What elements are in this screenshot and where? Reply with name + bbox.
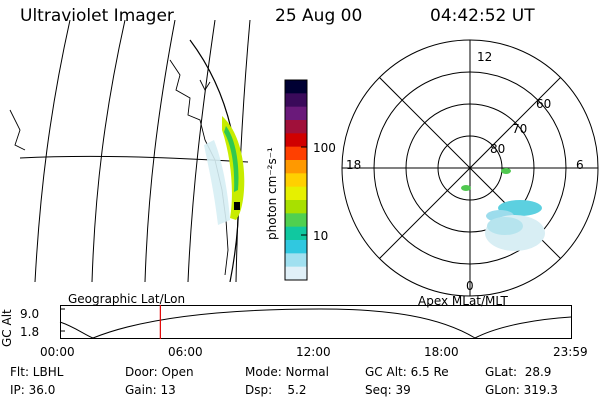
colorbar-swatch [285,240,307,254]
alt-xtick-1200: 12:00 [296,345,331,359]
mlt-label-12: 12 [477,50,492,64]
mlt-label-0: 0 [466,279,474,293]
colorbar-swatch [285,93,307,108]
altitude-plot [59,305,572,339]
info-seq: Seq: 39 [365,383,411,397]
lat-label-70: 70 [512,122,527,136]
colorbar-swatch [285,266,307,281]
geo-plot-title: Geographic Lat/Lon [68,292,185,306]
colorbar-unit-label: photon cm⁻²s⁻¹ [265,147,279,240]
date-label: 25 Aug 00 [275,6,363,26]
colorbar-swatch [285,213,307,228]
polar-plot-title: Apex MLat/MLT [418,294,508,308]
polar-aurora [461,168,545,251]
colorbar-tick-10: 10 [313,229,329,243]
instrument-title: Ultraviolet Imager [20,6,174,26]
polar-plot: 12 18 6 0 60 70 80 [341,39,599,297]
colorbar-swatch [285,133,307,148]
info-glat: GLat: 28.9 [485,365,552,379]
colorbar [284,79,308,281]
info-gcalt: GC Alt: 6.5 Re [365,365,449,379]
info-door: Door: Open [125,365,194,379]
colorbar-tick-100: 100 [313,141,336,155]
alt-ytick-9: 9.0 [20,307,40,321]
alt-xtick-1800: 18:00 [424,345,459,359]
colorbar-swatch [285,200,307,214]
colorbar-swatch [285,253,307,268]
geo-aurora [204,116,245,225]
info-flt: Flt: LBHL [10,365,64,379]
mlt-label-6: 6 [576,158,584,172]
mlt-label-18: 18 [346,158,361,172]
info-mode: Mode: Normal [245,365,329,379]
colorbar-swatch [285,146,307,161]
colorbar-swatch [285,173,307,188]
colorbar-swatch [285,120,307,134]
colorbar-swatch [285,226,307,241]
lat-label-60: 60 [536,97,551,111]
alt-xtick-0600: 06:00 [168,345,203,359]
colorbar-swatch [285,186,307,201]
info-dsp: Dsp: 5.2 [245,383,307,397]
info-ip: IP: 36.0 [10,383,56,397]
geographic-map: Geographic Lat/Lon [9,20,251,306]
alt-xtick-0000: 00:00 [40,345,75,359]
alt-xtick-2359: 23:59 [553,345,588,359]
info-glon: GLon: 319.3 [485,383,558,397]
alt-ylabel: GC Alt [0,309,14,347]
info-gain: Gain: 13 [125,383,176,397]
alt-ytick-1.8: 1.8 [20,325,40,339]
time-label: 04:42:52 UT [430,6,535,26]
lat-label-80: 80 [490,142,505,156]
colorbar-swatch [285,160,307,174]
colorbar-swatch [285,106,307,121]
colorbar-swatch [285,80,307,94]
